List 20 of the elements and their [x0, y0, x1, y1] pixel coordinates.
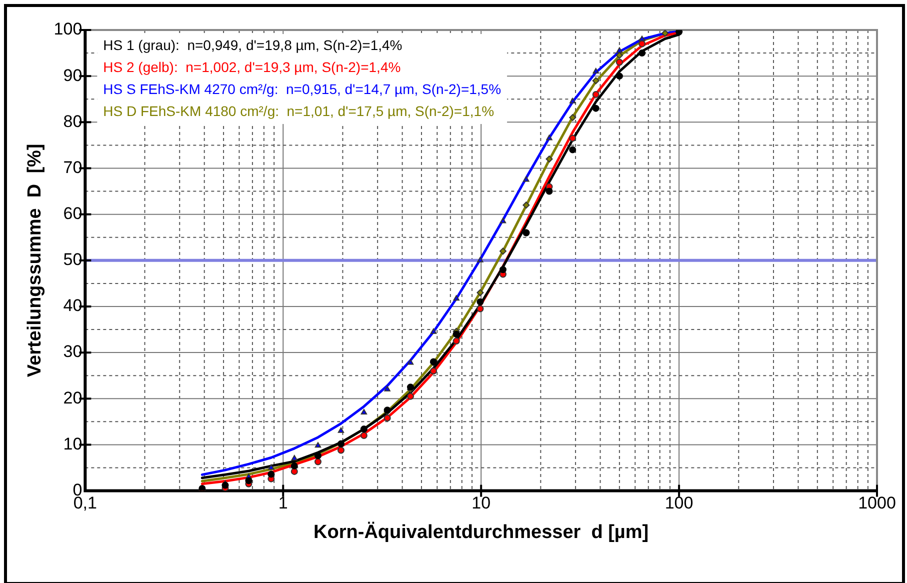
y-tick-label: 90 — [63, 66, 82, 85]
x-axis-title: Korn-Äquivalentdurchmesser d [µm] — [314, 520, 649, 543]
text: HS 2 (gelb): n=1,002, d'=19,3 µm, S(n-2)=1,4% — [103, 58, 401, 75]
x-tick-label: 100 — [664, 494, 694, 513]
y-tick-label: 10 — [63, 434, 82, 454]
y-tick-label: 50 — [63, 250, 82, 270]
x-tick-label: 10 — [472, 494, 491, 513]
text: HS 1 (grau): n=0,949, d'=19,8 µm, S(n-2)=1,4% — [103, 36, 402, 53]
y-axis-title: Verteilungssumme D [%] — [24, 144, 46, 378]
text: HS S FEhS-KM 4270 cm²/g: n=0,915, d'=14,7 µm, S(n-2)=1,5% — [103, 80, 502, 97]
x-tick-label: 1000 — [858, 494, 896, 513]
y-tick-label: 60 — [63, 204, 82, 224]
y-tick-label: 100 — [54, 20, 82, 39]
y-tick-label: 30 — [63, 342, 82, 362]
y-tick-label: 40 — [63, 296, 82, 316]
y-tick-label: 20 — [63, 388, 82, 408]
text: HS D FEhS-KM 4180 cm²/g: n=1,01, d'=17,5 µm, S(n-2)=1,1% — [103, 102, 494, 119]
x-tick-label: 1 — [278, 494, 288, 513]
y-tick-label: 70 — [63, 158, 82, 177]
y-tick-label: 80 — [63, 112, 82, 131]
